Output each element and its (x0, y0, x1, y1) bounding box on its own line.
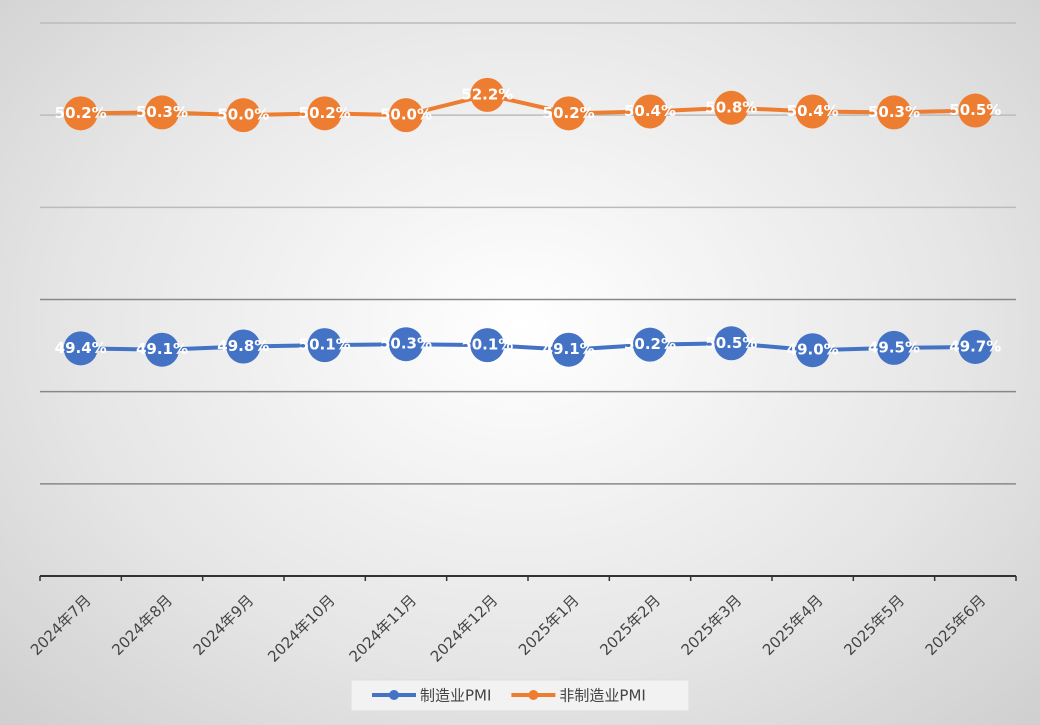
point (470, 77, 505, 112)
data-label: 50.2% (543, 104, 595, 122)
point (307, 328, 342, 363)
point (226, 329, 261, 364)
data-label: 49.4% (55, 339, 107, 357)
point (877, 95, 911, 130)
data-label: 50.1% (461, 336, 513, 354)
x-tick-label: 2024年9月 (190, 591, 258, 659)
series-line (80, 92, 976, 118)
series-line (80, 341, 976, 353)
data-label: 50.2% (299, 104, 351, 122)
data-label: 50.8% (705, 98, 757, 116)
data-label: 50.2% (624, 335, 676, 353)
x-tick-label: 2025年2月 (596, 591, 664, 659)
data-label: 50.5% (949, 101, 1001, 119)
x-tick-label: 2024年8月 (108, 591, 176, 659)
x-tick-label: 2025年6月 (922, 591, 990, 659)
data-label: 50.3% (380, 335, 432, 353)
x-tick-label: 2024年12月 (427, 591, 501, 665)
legend-swatch (528, 690, 539, 700)
data-label: 50.4% (787, 102, 839, 120)
data-label: 49.8% (217, 337, 269, 355)
data-label: 50.0% (217, 106, 269, 124)
data-label: 50.3% (136, 103, 188, 121)
point (633, 94, 667, 129)
data-label: 49.0% (787, 341, 839, 359)
data-label: 49.5% (868, 338, 920, 356)
legend-label: 非制造业PMI (559, 687, 645, 705)
point (633, 327, 667, 362)
data-label: 50.2% (55, 104, 107, 122)
point (795, 333, 830, 368)
data-label: 49.1% (543, 340, 595, 358)
data-label: 50.3% (868, 103, 920, 121)
point (145, 332, 179, 367)
x-tick-label: 2025年1月 (515, 591, 583, 659)
data-label: 50.0% (380, 106, 432, 124)
point (795, 94, 830, 129)
x-tick-label: 2024年10月 (264, 591, 338, 665)
point (63, 331, 98, 366)
point (389, 327, 423, 362)
point (551, 332, 586, 367)
legend-label: 制造业PMI (420, 687, 491, 705)
point (226, 98, 261, 133)
point (389, 98, 423, 133)
point (877, 330, 911, 365)
data-label: 49.1% (136, 340, 188, 358)
point (145, 95, 179, 130)
x-tick-label: 2024年11月 (346, 591, 420, 665)
point (958, 93, 993, 128)
x-tick-label: 2025年5月 (840, 591, 908, 659)
data-label: 49.7% (949, 337, 1001, 355)
data-label: 50.4% (624, 102, 676, 120)
point (551, 96, 586, 131)
data-label: 50.1% (299, 336, 351, 354)
point (714, 90, 749, 125)
x-tick-label: 2024年7月 (27, 591, 95, 659)
point (958, 329, 993, 364)
point (714, 326, 749, 361)
x-tick-label: 2025年4月 (759, 591, 827, 659)
legend: 制造业PMI 非制造业PMI (350, 679, 690, 712)
point (470, 328, 505, 363)
point (63, 96, 98, 131)
x-tick-label: 2025年3月 (678, 591, 746, 659)
point (307, 96, 342, 131)
data-label: 50.5% (705, 334, 757, 352)
legend-swatch (389, 690, 399, 700)
data-label: 52.2% (461, 85, 513, 103)
